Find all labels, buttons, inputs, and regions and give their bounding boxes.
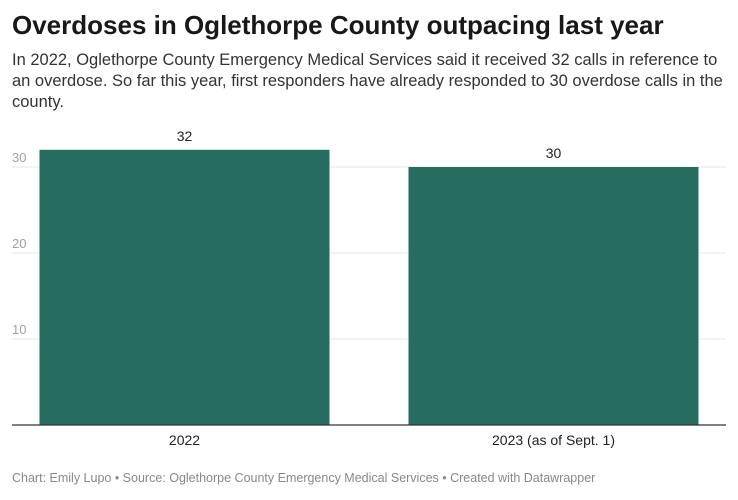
y-tick-label-10: 10: [12, 322, 26, 337]
chart-title: Overdoses in Oglethorpe County outpacing…: [12, 10, 664, 40]
chart-footer: Chart: Emily Lupo • Source: Oglethorpe C…: [12, 471, 596, 485]
y-tick-label-20: 20: [12, 236, 26, 251]
x-tick-label-1: 2023 (as of Sept. 1): [492, 432, 615, 448]
x-tick-label-0: 2022: [169, 432, 200, 448]
bar-chart-svg: 10 20 30 32 2022 30 2023 (as of Sept. 1): [12, 128, 726, 448]
chart-subtitle: In 2022, Oglethorpe County Emergency Med…: [12, 51, 723, 111]
y-tick-label-30: 30: [12, 150, 26, 165]
bar-chart: 10 20 30 32 2022 30 2023 (as of Sept. 1): [0, 118, 738, 458]
bar-1: [408, 167, 699, 425]
data-label-1: 30: [546, 145, 562, 161]
bar-0: [39, 149, 330, 426]
data-label-0: 32: [177, 128, 193, 144]
